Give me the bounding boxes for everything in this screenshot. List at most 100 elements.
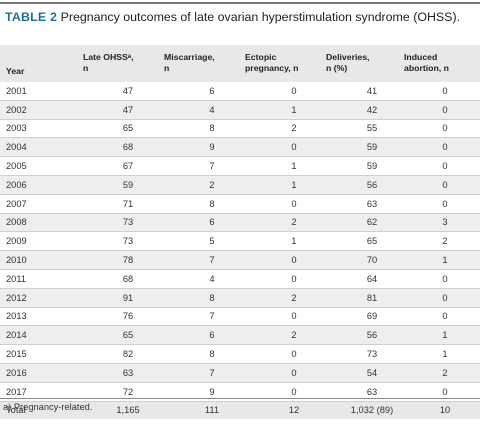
table-header: Year Late OHSSᵃ, n Miscarriage, n Ectopi…	[0, 45, 480, 82]
cell-year: 2006	[0, 175, 86, 195]
cell-late-ohss: 68	[86, 137, 170, 158]
cell-ectopic: 1	[254, 156, 334, 176]
cell-induced: 0	[410, 100, 480, 120]
cell-miscarriage: 9	[170, 382, 254, 402]
table-row: 2005 67 7 1 59 0	[0, 156, 480, 176]
cell-late-ohss: 72	[86, 382, 170, 402]
cell-late-ohss: 47	[86, 100, 170, 120]
cell-year: 2002	[0, 100, 86, 120]
cell-year: 2008	[0, 213, 86, 233]
cell-late-ohss: 65	[86, 119, 170, 139]
cell-year: 2001	[0, 82, 86, 101]
cell-deliveries: 56	[334, 325, 410, 346]
cell-deliveries: 70	[334, 250, 410, 270]
cell-miscarriage: 6	[170, 82, 254, 101]
cell-induced: 0	[410, 156, 480, 176]
cell-induced: 0	[410, 382, 480, 402]
cell-deliveries: 56	[334, 175, 410, 195]
header-late-ohss: Late OHSSᵃ, n	[83, 52, 134, 73]
outcomes-table: 2001 47 6 0 41 0 2002 47 4 1 42 0 2003 65 8 2 55 0 2004 68 9…	[0, 82, 480, 420]
total-label: Total	[0, 401, 86, 420]
cell-miscarriage: 4	[170, 100, 254, 120]
table-body: 2001 47 6 0 41 0 2002 47 4 1 42 0 2003 65 8 2 55 0 2004 68 9…	[0, 82, 480, 402]
cell-deliveries: 63	[334, 194, 410, 214]
cell-year: 2004	[0, 137, 86, 158]
cell-ectopic: 0	[254, 382, 334, 402]
cell-ectopic: 0	[254, 137, 334, 158]
table-row: 2003 65 8 2 55 0	[0, 119, 480, 139]
cell-late-ohss: 63	[86, 363, 170, 383]
table-row: 2001 47 6 0 41 0	[0, 82, 480, 101]
cell-induced: 1	[410, 344, 480, 364]
cell-ectopic: 0	[254, 82, 334, 101]
cell-ectopic: 0	[254, 194, 334, 214]
table-row: 2011 68 4 0 64 0	[0, 269, 480, 289]
cell-late-ohss: 73	[86, 213, 170, 233]
cell-induced: 0	[410, 119, 480, 139]
cell-induced: 0	[410, 137, 480, 158]
cell-ectopic: 0	[254, 250, 334, 270]
cell-deliveries: 65	[334, 231, 410, 252]
cell-deliveries: 81	[334, 288, 410, 308]
header-year: Year	[6, 66, 25, 76]
cell-induced: 0	[410, 307, 480, 327]
cell-year: 2009	[0, 231, 86, 252]
cell-ectopic: 2	[254, 325, 334, 346]
cell-deliveries: 54	[334, 363, 410, 383]
cell-miscarriage: 8	[170, 194, 254, 214]
table-row: 2006 59 2 1 56 0	[0, 175, 480, 195]
cell-deliveries: 73	[334, 344, 410, 364]
cell-year: 2015	[0, 344, 86, 364]
table-caption: TABLE 2 Pregnancy outcomes of late ovari…	[5, 10, 475, 25]
cell-late-ohss: 59	[86, 175, 170, 195]
cell-miscarriage: 6	[170, 213, 254, 233]
table-row: 2007 71 8 0 63 0	[0, 194, 480, 214]
cell-ectopic: 0	[254, 307, 334, 327]
cell-year: 2007	[0, 194, 86, 214]
cell-induced: 0	[410, 194, 480, 214]
cell-deliveries: 63	[334, 382, 410, 402]
top-rule	[0, 2, 480, 4]
cell-ectopic: 1	[254, 175, 334, 195]
header-deliveries: Deliveries, n (%)	[326, 52, 370, 73]
cell-induced: 0	[410, 175, 480, 195]
cell-late-ohss: 65	[86, 325, 170, 346]
table-row: 2004 68 9 0 59 0	[0, 137, 480, 158]
cell-late-ohss: 73	[86, 231, 170, 252]
cell-miscarriage: 6	[170, 325, 254, 346]
cell-deliveries: 42	[334, 100, 410, 120]
cell-year: 2010	[0, 250, 86, 270]
table-row: 2009 73 5 1 65 2	[0, 231, 480, 252]
table-row: 2010 78 7 0 70 1	[0, 250, 480, 270]
cell-ectopic: 0	[254, 363, 334, 383]
cell-deliveries: 69	[334, 307, 410, 327]
table-row: 2012 91 8 2 81 0	[0, 288, 480, 308]
cell-miscarriage: 8	[170, 344, 254, 364]
cell-year: 2017	[0, 382, 86, 402]
cell-ectopic: 0	[254, 344, 334, 364]
total-late-ohss: 1,165	[86, 401, 170, 420]
cell-miscarriage: 8	[170, 288, 254, 308]
cell-miscarriage: 7	[170, 250, 254, 270]
header-ectopic: Ectopic pregnancy, n	[245, 52, 299, 73]
total-row: Total 1,165 111 12 1,032 (89) 10	[0, 401, 480, 420]
cell-ectopic: 2	[254, 119, 334, 139]
cell-induced: 2	[410, 363, 480, 383]
cell-late-ohss: 71	[86, 194, 170, 214]
cell-induced: 2	[410, 231, 480, 252]
cell-year: 2011	[0, 269, 86, 289]
table-row: 2008 73 6 2 62 3	[0, 213, 480, 233]
cell-year: 2012	[0, 288, 86, 308]
cell-miscarriage: 7	[170, 156, 254, 176]
table-row: 2017 72 9 0 63 0	[0, 382, 480, 402]
table-row: 2016 63 7 0 54 2	[0, 363, 480, 383]
table-total: Total 1,165 111 12 1,032 (89) 10	[0, 401, 480, 420]
cell-miscarriage: 4	[170, 269, 254, 289]
table-row: 2015 82 8 0 73 1	[0, 344, 480, 364]
cell-deliveries: 55	[334, 119, 410, 139]
cell-ectopic: 2	[254, 213, 334, 233]
header-induced: Induced abortion, n	[404, 52, 449, 73]
table-label: TABLE 2	[5, 10, 58, 24]
table-row: 2014 65 6 2 56 1	[0, 325, 480, 346]
cell-deliveries: 62	[334, 213, 410, 233]
